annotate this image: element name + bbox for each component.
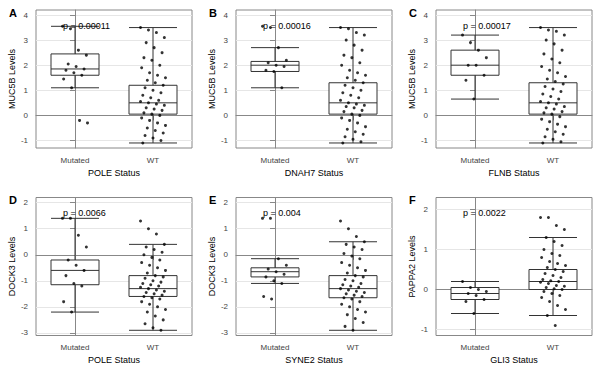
svg-text:MUC5B Levels: MUC5B Levels (207, 48, 217, 109)
svg-text:p = 0.00016: p = 0.00016 (263, 21, 311, 31)
svg-text:A: A (9, 7, 17, 19)
svg-text:4: 4 (224, 11, 229, 20)
svg-text:POLE Status: POLE Status (88, 168, 141, 178)
svg-text:1: 1 (224, 86, 229, 95)
svg-text:WT: WT (147, 343, 160, 352)
svg-text:DNAH7 Status: DNAH7 Status (285, 168, 344, 178)
svg-text:4: 4 (424, 11, 429, 20)
svg-text:p = 0.0022: p = 0.0022 (463, 208, 506, 218)
svg-text:3: 3 (224, 36, 229, 45)
svg-text:DOCK3 Levels: DOCK3 Levels (7, 236, 17, 296)
svg-text:2: 2 (24, 61, 29, 70)
svg-text:-1: -1 (421, 136, 429, 145)
svg-text:WT: WT (547, 156, 560, 165)
svg-text:-1: -1 (221, 136, 229, 145)
svg-text:GLI3 Status: GLI3 Status (490, 355, 538, 365)
svg-text:1: 1 (24, 224, 29, 233)
svg-text:MUC5B Levels: MUC5B Levels (407, 48, 417, 109)
svg-text:p = 0.00011: p = 0.00011 (63, 21, 110, 31)
svg-text:0: 0 (24, 250, 29, 259)
svg-text:1: 1 (24, 86, 29, 95)
svg-text:POLE Status: POLE Status (88, 355, 141, 365)
svg-text:2: 2 (424, 61, 429, 70)
svg-text:WT: WT (547, 343, 560, 352)
svg-text:-1: -1 (21, 136, 29, 145)
svg-text:2: 2 (224, 61, 229, 70)
svg-text:2: 2 (24, 198, 29, 207)
svg-text:1: 1 (224, 224, 229, 233)
svg-text:Mutated: Mutated (261, 156, 290, 165)
svg-text:-3: -3 (221, 328, 229, 337)
svg-text:SYNE2 Status: SYNE2 Status (285, 355, 343, 365)
svg-text:0: 0 (424, 285, 429, 294)
svg-text:E: E (209, 194, 216, 206)
svg-text:PAPPA2 Levels: PAPPA2 Levels (407, 235, 417, 298)
svg-text:1: 1 (424, 245, 429, 254)
svg-text:1: 1 (424, 86, 429, 95)
svg-text:Mutated: Mutated (461, 156, 490, 165)
svg-text:2: 2 (224, 198, 229, 207)
svg-text:Mutated: Mutated (261, 343, 290, 352)
svg-text:0: 0 (224, 111, 229, 120)
svg-text:D: D (9, 194, 17, 206)
svg-text:-1: -1 (21, 276, 29, 285)
svg-text:F: F (409, 194, 416, 206)
svg-text:0: 0 (24, 111, 29, 120)
svg-text:p = 0.0066: p = 0.0066 (63, 208, 106, 218)
svg-text:-1: -1 (421, 325, 429, 334)
svg-text:Mutated: Mutated (461, 343, 490, 352)
svg-text:0: 0 (224, 250, 229, 259)
svg-text:p = 0.004: p = 0.004 (263, 208, 301, 218)
svg-text:WT: WT (147, 156, 160, 165)
svg-text:Mutated: Mutated (61, 343, 90, 352)
svg-text:3: 3 (24, 36, 29, 45)
svg-text:-2: -2 (21, 302, 29, 311)
svg-text:-3: -3 (21, 328, 29, 337)
svg-text:p = 0.00017: p = 0.00017 (463, 21, 511, 31)
svg-text:0: 0 (424, 111, 429, 120)
svg-text:C: C (409, 7, 417, 19)
svg-text:B: B (209, 7, 217, 19)
svg-text:DOCK3 Levels: DOCK3 Levels (207, 236, 217, 296)
svg-text:FLNB Status: FLNB Status (488, 168, 540, 178)
svg-text:2: 2 (424, 205, 429, 214)
svg-text:Mutated: Mutated (61, 156, 90, 165)
svg-text:-2: -2 (221, 302, 229, 311)
svg-text:3: 3 (424, 36, 429, 45)
svg-text:4: 4 (24, 11, 29, 20)
svg-text:WT: WT (347, 343, 360, 352)
svg-text:MUC5B Levels: MUC5B Levels (7, 48, 17, 109)
svg-text:-1: -1 (221, 276, 229, 285)
svg-text:WT: WT (347, 156, 360, 165)
